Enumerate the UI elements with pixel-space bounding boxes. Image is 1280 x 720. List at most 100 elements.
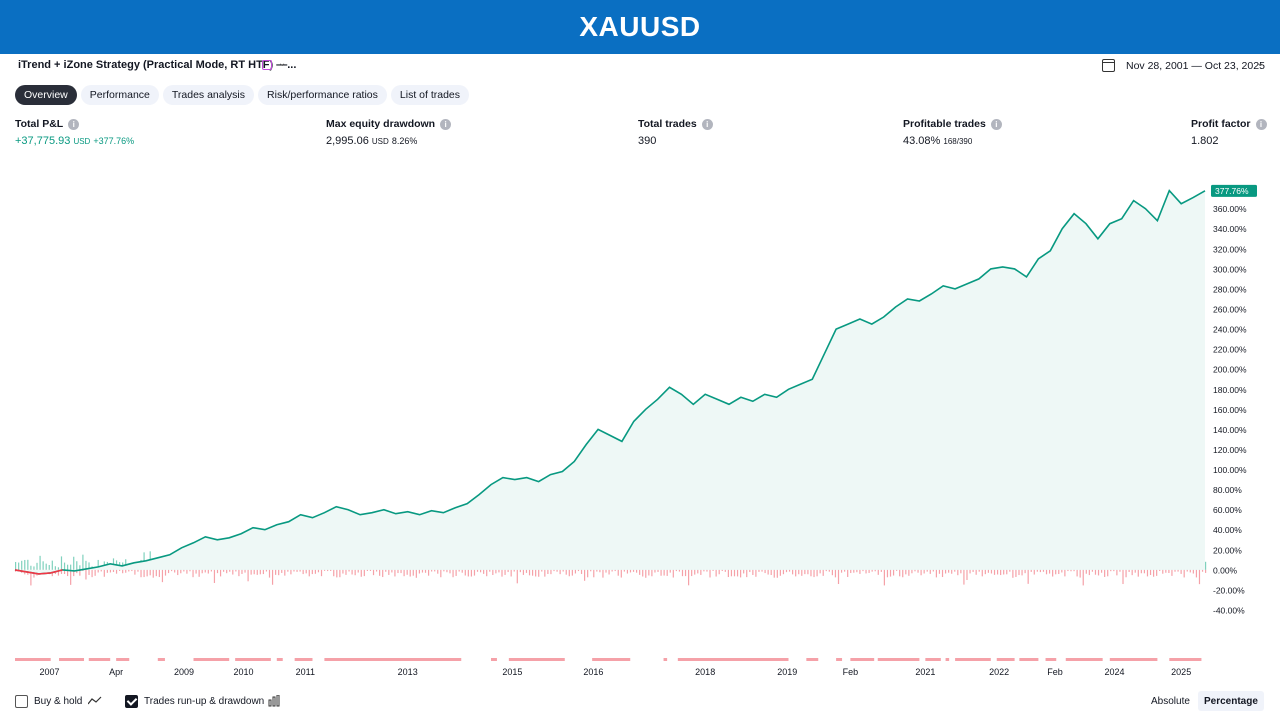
metric-pct: 8.26% [391, 136, 418, 146]
drawdown-bar [1015, 569, 1017, 577]
info-icon[interactable]: i [1255, 118, 1267, 130]
drawdown-bar [834, 569, 837, 578]
drawdown-bar [473, 569, 476, 576]
drawdown-period-bar [836, 658, 843, 661]
drawdown-bar [914, 569, 916, 572]
drawdown-bar [183, 569, 185, 572]
drawdown-bar [596, 569, 598, 572]
drawdown-bar [602, 569, 604, 578]
drawdown-bar [379, 569, 381, 576]
absolute-toggle[interactable]: Absolute [1151, 695, 1190, 707]
drawdown-bar [486, 569, 488, 577]
metric-unit: USD [371, 137, 389, 146]
drawdown-bar [409, 569, 411, 577]
tab-trades-analysis[interactable]: Trades analysis [162, 85, 255, 105]
drawdown-bar [929, 569, 931, 574]
runup-bar [39, 555, 41, 570]
drawdown-bar [941, 569, 944, 578]
info-icon[interactable]: i [440, 118, 452, 130]
y-tick-label: 220.00% [1213, 345, 1247, 355]
info-icon[interactable]: i [701, 118, 713, 130]
tab-performance[interactable]: Performance [80, 85, 159, 105]
y-tick-label: 260.00% [1213, 305, 1247, 315]
date-range-chevron-icon[interactable]: ⌄ [1256, 58, 1265, 69]
drawdown-bar [88, 569, 90, 575]
drawdown-bar [308, 569, 310, 577]
chevron-down-icon[interactable]: ⌄ [278, 58, 287, 69]
drawdown-bar [700, 569, 702, 575]
x-tick-label: 2010 [233, 667, 253, 677]
drawdown-bar [899, 569, 901, 577]
drawdown-bar [1152, 569, 1155, 577]
drawdown-bar [828, 569, 830, 572]
strategy-name[interactable]: iTrend + iZone Strategy (Practical Mode,… [18, 59, 297, 71]
buy-hold-checkbox[interactable] [15, 695, 28, 708]
drawdown-bar [813, 569, 815, 578]
drawdown-bar [60, 569, 63, 574]
drawdown-bar [241, 569, 243, 574]
drawdown-bar [792, 569, 794, 575]
info-icon[interactable]: i [990, 118, 1002, 130]
drawdown-bar [776, 569, 778, 578]
percentage-toggle[interactable]: Percentage [1198, 691, 1264, 711]
drawdown-bar [709, 569, 711, 578]
runup-drawdown-checkbox[interactable] [125, 695, 138, 708]
drawdown-bar [724, 569, 726, 572]
drawdown-bar [112, 569, 115, 573]
drawdown-bar [969, 569, 971, 574]
drawdown-period-bar [850, 658, 875, 661]
drawdown-period-bar [663, 658, 668, 661]
info-icon[interactable]: i [68, 118, 80, 130]
tab-risk-performance-ratios[interactable]: Risk/performance ratios [258, 85, 387, 105]
drawdown-bar [1036, 569, 1038, 572]
runup-bar [73, 556, 75, 570]
tab-overview[interactable]: Overview [15, 85, 77, 105]
metric-unit: USD [73, 137, 91, 146]
x-tick-label: 2011 [296, 667, 315, 677]
drawdown-bar [663, 569, 665, 576]
runup-bar [60, 556, 63, 570]
drawdown-bar [1122, 569, 1124, 585]
drawdown-bar [369, 569, 372, 571]
drawdown-bar [167, 569, 170, 574]
drawdown-period-bar [508, 658, 565, 661]
runup-bar [54, 566, 56, 570]
runup-bar [82, 554, 84, 570]
drawdown-bar [348, 569, 350, 572]
drawdown-bar [733, 569, 736, 577]
drawdown-bar [617, 569, 619, 576]
date-range[interactable]: Nov 28, 2001 — Oct 23, 2025 [1126, 60, 1265, 72]
metric-value: +37,775.93 [15, 135, 71, 147]
drawdown-bar [908, 569, 910, 576]
drawdown-bar [810, 569, 812, 577]
x-tick-label: 2019 [777, 667, 797, 677]
calendar-icon[interactable] [1102, 59, 1115, 72]
drawdown-bar [1064, 569, 1066, 577]
drawdown-bar [1134, 569, 1136, 573]
drawdown-bar [785, 569, 788, 573]
drawdown-period-bar [491, 658, 497, 661]
drawdown-bar [681, 569, 684, 577]
drawdown-bar [978, 569, 980, 572]
drawdown-bar [1183, 569, 1185, 578]
tab-list-of-trades[interactable]: List of trades [390, 85, 470, 105]
drawdown-bar [434, 569, 436, 572]
drawdown-bar [1165, 569, 1167, 573]
drawdown-bar [427, 569, 430, 576]
drawdown-bar [923, 569, 925, 574]
drawdown-bar [189, 569, 191, 572]
drawdown-bar [877, 569, 879, 575]
drawdown-bar [1116, 569, 1118, 576]
drawdown-bar [281, 569, 283, 573]
current-value-label: 377.76% [1215, 186, 1249, 196]
strategy-settings-icon[interactable] [262, 60, 272, 70]
drawdown-bar [207, 569, 209, 574]
equity-chart[interactable]: 360.00% 340.00% 320.00% 300.00% 280.00% 260.0… [0, 155, 1280, 685]
runup-bar [45, 563, 47, 570]
drawdown-bar [1048, 569, 1051, 574]
drawdown-bar [528, 569, 531, 576]
drawdown-bar [204, 569, 206, 573]
drawdown-bar [1146, 569, 1149, 577]
drawdown-bar [782, 569, 785, 575]
x-tick-label: 2018 [695, 667, 715, 677]
